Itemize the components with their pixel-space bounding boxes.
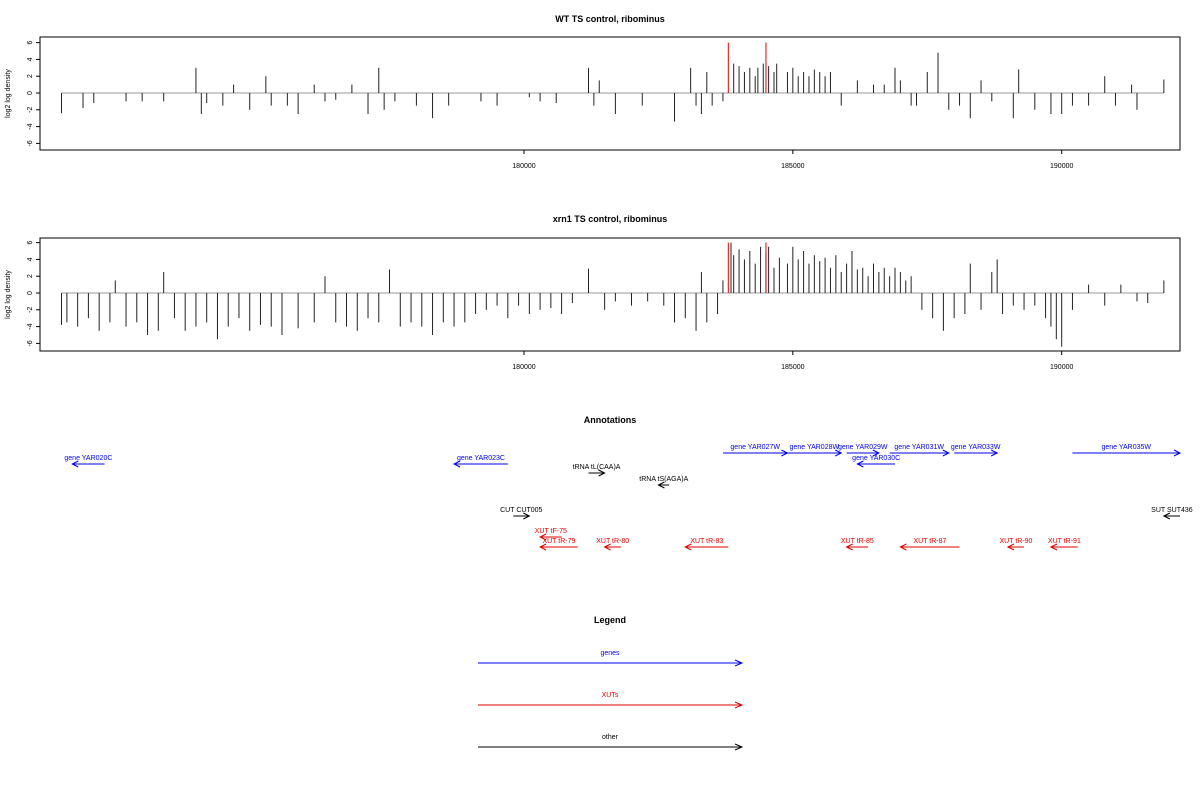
annotation-label: gene YAR033W [951,444,1001,451]
arrow-head [1049,543,1058,551]
annotation-label: gene YAR027W [730,444,780,451]
annotation-label: CUT CUT005 [500,507,542,514]
arrow-head [872,449,880,457]
arrow-head [523,512,531,520]
arrow-head [1173,449,1182,457]
annotation-label: gene YAR020C [64,455,112,462]
arrow-head [1162,512,1171,520]
y-axis-label: log2 log density [5,69,12,118]
y-tick-label: 6 [27,41,34,45]
y-tick-label: 2 [27,74,34,78]
arrow-head [71,460,79,468]
chart-title: xrn1 TS control, ribominus [553,214,668,224]
y-tick-label: -4 [27,123,34,129]
y-tick-label: -4 [27,323,34,329]
arrow-head [1006,543,1015,551]
arrow-head [538,533,547,541]
legend-label: other [602,734,619,741]
legend-arrow-head [734,659,744,667]
arrow-head [845,543,853,551]
y-tick-label: 6 [27,241,34,245]
x-tick-label: 185000 [781,163,804,170]
arrow-head [657,481,665,489]
arrow-head [603,543,611,551]
chart-title: WT TS control, ribominus [555,14,665,24]
annotation-label: XUT tR-80 [596,538,629,545]
legend-arrow-head [734,743,744,751]
annotation-label: gene YAR029W [838,444,888,451]
annotation-label: XUT tR-90 [1000,538,1033,545]
annotation-label: gene YAR023C [457,455,505,462]
annotation-label: XUT tR-91 [1048,538,1081,545]
x-tick-label: 185000 [781,364,804,371]
y-tick-label: 0 [27,291,34,295]
y-axis-label: log2 log density [5,270,12,319]
y-tick-label: 0 [27,91,34,95]
arrow-head [684,543,692,551]
legend-label: genes [600,650,620,657]
arrow-head [990,449,999,457]
annotation-label: XUT tR-79 [542,538,575,545]
annotation-label: XUT tR-83 [690,538,723,545]
x-tick-label: 190000 [1050,163,1073,170]
x-tick-label: 180000 [512,364,535,371]
annotation-label: XUT tF-75 [535,528,567,535]
arrow-head [835,449,843,457]
x-tick-label: 190000 [1050,364,1073,371]
arrow-head [538,543,547,551]
annotation-label: XUT tR-87 [913,538,946,545]
annotation-label: SUT SUT436 [1151,507,1193,514]
annotation-label: XUT tR-85 [841,538,874,545]
plot-frame [39,237,1181,352]
annotations-title: Annotations [584,415,637,425]
arrow-head [942,449,950,457]
y-tick-label: -6 [27,340,34,346]
annotation-label: gene YAR030C [852,455,900,462]
legend-label: XUTs [602,692,619,699]
annotation-label: tRNA tS(AGA)A [639,476,688,483]
arrow-head [899,543,907,551]
annotation-label: gene YAR031W [894,444,944,451]
arrow-head [856,460,864,468]
legend-arrow-head [734,701,744,709]
y-tick-label: 4 [27,257,34,261]
annotation-label: gene YAR035W [1101,444,1151,451]
annotation-label: gene YAR028W [790,444,840,451]
legend-title: Legend [594,615,626,625]
x-tick-label: 180000 [512,163,535,170]
y-tick-label: 2 [27,274,34,278]
y-tick-label: 4 [27,57,34,61]
arrow-head [598,469,606,477]
annotation-label: tRNA tL(CAA)A [573,464,621,471]
arrow-head [452,460,461,468]
y-tick-label: -6 [27,140,34,146]
y-tick-label: -2 [27,107,34,113]
y-tick-label: -2 [27,307,34,313]
